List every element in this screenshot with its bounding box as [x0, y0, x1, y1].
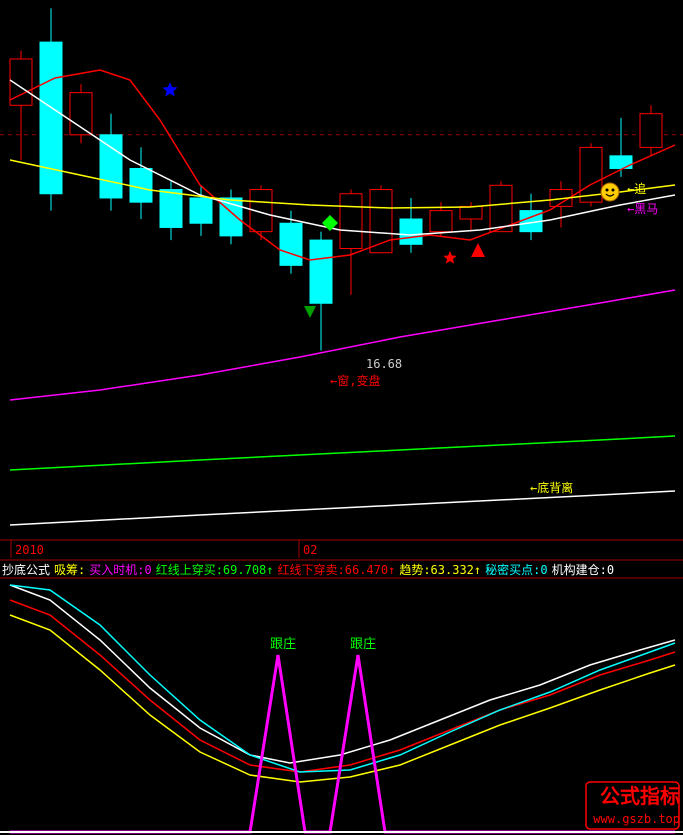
svg-text:跟庄: 跟庄 — [270, 636, 296, 652]
svg-text:吸筹:: 吸筹: — [54, 563, 85, 577]
svg-text:跟庄: 跟庄 — [350, 636, 376, 652]
svg-text:红线上穿买:69.708↑: 红线上穿买:69.708↑ — [156, 562, 274, 577]
svg-text:02: 02 — [303, 543, 317, 557]
svg-text:←黑马: ←黑马 — [627, 202, 658, 216]
svg-text:公式指标: 公式指标 — [600, 784, 680, 808]
svg-text:买入时机:0: 买入时机:0 — [89, 563, 151, 577]
svg-text:www.gszb.top: www.gszb.top — [593, 812, 680, 826]
svg-text:趋势:63.332↑: 趋势:63.332↑ — [399, 563, 481, 577]
svg-text:抄底公式: 抄底公式 — [2, 562, 50, 577]
svg-text:红线下穿卖:66.470↑: 红线下穿卖:66.470↑ — [278, 562, 396, 577]
stock-chart: 16.68←窗,变盘←追←黑马←底背离201002抄底公式 吸筹:买入时机:0 … — [0, 0, 683, 835]
svg-text:2010: 2010 — [15, 543, 44, 557]
svg-text:←追: ←追 — [627, 181, 646, 196]
svg-text:←窗,变盘: ←窗,变盘 — [330, 373, 380, 388]
svg-text:秘密买点:0: 秘密买点:0 — [485, 562, 547, 577]
svg-text:16.68: 16.68 — [366, 357, 402, 371]
svg-text:机构建仓:0: 机构建仓:0 — [552, 562, 614, 577]
svg-text:←底背离: ←底背离 — [530, 480, 573, 495]
